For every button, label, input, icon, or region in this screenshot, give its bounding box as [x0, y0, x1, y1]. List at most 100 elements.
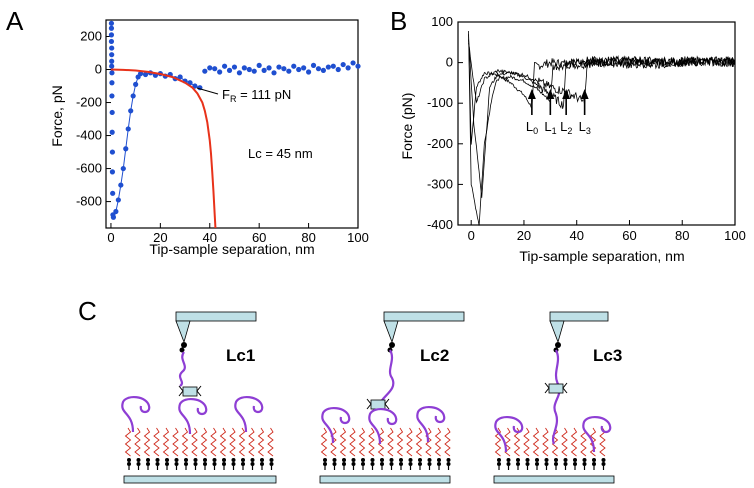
approach-point	[109, 45, 115, 51]
polymer-brush-chain	[172, 427, 179, 457]
approach-point	[108, 20, 115, 26]
anchor-head	[146, 458, 150, 462]
chart-b-series	[468, 30, 736, 226]
chart-a-ytick: 200	[80, 29, 102, 44]
cantilever-tip	[175, 320, 191, 344]
approach-point	[109, 169, 116, 175]
contour-length-annotation: Lc = 45 nm	[248, 146, 313, 161]
retract-point	[226, 67, 233, 73]
approach-point	[109, 80, 115, 86]
polymer-brush-chain	[200, 427, 208, 457]
force-annotation-pointer	[196, 87, 219, 95]
chart-a-xtick: 60	[252, 230, 266, 245]
retract-point	[212, 66, 218, 72]
tethered-molecule	[178, 351, 186, 387]
anchor-head	[184, 458, 188, 462]
chart-b-xtick: 100	[724, 228, 746, 243]
polymer-brush-chain	[358, 427, 366, 457]
scene-lc1-label: Lc1	[226, 346, 255, 365]
tip-attachment	[179, 347, 185, 353]
chart-b-ticks: 0 20 40 60 80 100 100 0 -100 -200 -300 -…	[427, 14, 746, 243]
anchor-head	[332, 462, 337, 466]
retract-point	[276, 64, 282, 70]
chart-b-ytick: -400	[427, 217, 453, 232]
anchor-head	[389, 458, 394, 462]
anchor-head	[582, 462, 587, 466]
anchor-head	[573, 462, 577, 466]
chart-b-xtick: 60	[622, 228, 636, 243]
chart-a-xtick: 80	[301, 230, 315, 245]
approach-point	[109, 52, 115, 58]
surface-molecule	[494, 416, 524, 453]
anchor-head	[554, 462, 558, 466]
anchor-head	[446, 458, 451, 462]
marker-l1: L1	[544, 88, 557, 136]
retract-point	[217, 69, 223, 75]
chart-b-xtick: 0	[468, 228, 475, 243]
anchor-head	[516, 462, 520, 466]
anchor-head	[269, 458, 274, 462]
force-annotation: FR = 111 pN	[222, 87, 291, 104]
anchor-head	[525, 458, 530, 462]
retract-point	[296, 66, 302, 73]
retract-point	[207, 65, 213, 71]
approach-point	[109, 58, 115, 64]
marker-l2: L2	[560, 88, 572, 136]
chart-b-xlabel: Tip-sample separation, nm	[519, 248, 684, 264]
retract-point	[125, 126, 131, 132]
anchor-head	[193, 462, 198, 466]
chart-b-frame	[457, 21, 736, 226]
retract-point	[335, 66, 341, 73]
anchor-head	[165, 462, 169, 466]
anchor-head	[231, 458, 236, 462]
retract-point	[221, 63, 228, 69]
retract-point	[137, 71, 144, 77]
anchor-head	[418, 458, 422, 462]
retract-point	[133, 81, 139, 87]
panel-label-b: B	[390, 6, 407, 36]
retract-point	[325, 64, 331, 70]
chart-b: 0 20 40 60 80 100 100 0 -100 -200 -300 -…	[399, 14, 746, 264]
approach-point	[109, 93, 115, 99]
anchor-head	[260, 462, 264, 466]
anchor-head	[427, 462, 432, 466]
chart-a-xtick: 40	[203, 230, 217, 245]
anchor-head	[323, 462, 327, 466]
anchor-head	[193, 458, 198, 462]
anchor-head	[535, 458, 539, 462]
anchor-head	[165, 458, 169, 462]
polymer-brush-chain	[181, 427, 189, 457]
retract-point	[310, 62, 317, 68]
retract-point	[130, 93, 136, 99]
chart-b-ylabel: Force (pN)	[399, 93, 415, 160]
chart-b-xtick: 40	[569, 228, 583, 243]
retract-point	[110, 214, 117, 220]
chart-a-ytick: -600	[76, 161, 102, 176]
force-curve	[468, 34, 736, 145]
marker-l0: L0	[526, 88, 538, 136]
anchor-head	[408, 462, 413, 466]
chart-b-ytick: 100	[431, 14, 453, 29]
polymer-brush-chain	[532, 427, 540, 457]
approach-point	[109, 109, 115, 116]
binding-pair-body	[370, 399, 386, 410]
retract-point	[305, 69, 312, 75]
anchor-head	[563, 458, 568, 462]
marker-arrow-head	[580, 88, 589, 99]
wlc-fit-line	[110, 68, 217, 229]
tethered-molecule	[552, 349, 561, 445]
marker-arrow-head	[527, 88, 536, 99]
polymer-brush-chain	[248, 427, 255, 457]
approach-point	[109, 149, 116, 155]
anchor-head	[174, 458, 179, 462]
polymer-brush-chain	[153, 427, 160, 457]
polymer-brush-chain	[444, 427, 451, 457]
polymer-brush-chain	[542, 427, 549, 457]
anchor-head	[535, 462, 539, 466]
anchor-head	[554, 458, 558, 462]
chart-a: 0 20 40 60 80 100 200 0 -200 -400 -600 -…	[49, 19, 369, 257]
surface-molecule	[234, 396, 264, 433]
retract-point	[231, 64, 238, 70]
anchor-head	[127, 462, 131, 466]
retract-point	[118, 182, 124, 188]
